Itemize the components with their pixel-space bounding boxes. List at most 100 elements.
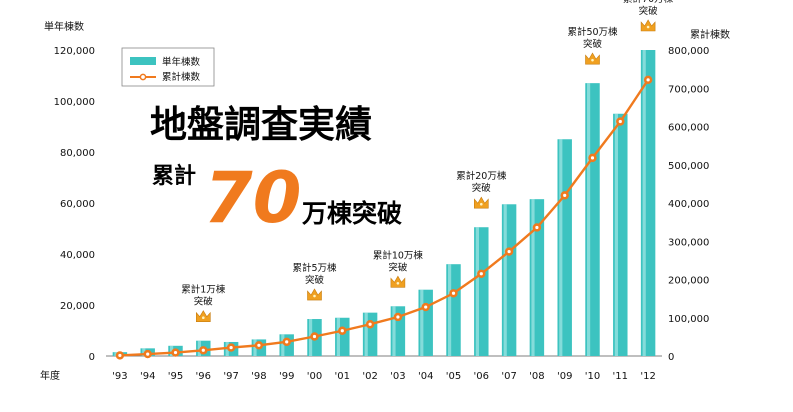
line-marker-center: [340, 329, 344, 333]
milestone-label: 突破: [639, 5, 659, 17]
y-right-tick-label: 500,000: [668, 161, 709, 172]
headline-number: 70: [204, 157, 301, 239]
milestone-label: 累計1万棟: [181, 284, 226, 296]
x-tick-label: '00: [307, 371, 322, 382]
bar-highlight: [448, 264, 452, 356]
bar-highlight: [197, 340, 201, 356]
line-marker-center: [618, 119, 622, 124]
crown-icon: [196, 310, 211, 322]
line-marker-center: [590, 156, 595, 160]
milestone-label: 累計20万棟: [456, 170, 507, 182]
milestone-label: 突破: [305, 274, 325, 286]
y-right-axis-title: 累計棟数: [690, 28, 730, 41]
line-marker-center: [507, 249, 511, 254]
x-tick-label: '11: [613, 371, 628, 382]
line-marker-center: [563, 193, 567, 197]
bar-highlight: [475, 227, 479, 356]
milestone-label: 累計50万棟: [567, 26, 618, 38]
headline: 地盤調査実績 累計 70 万棟突破: [150, 103, 402, 239]
crown-jewel: [591, 58, 594, 62]
y-right-tick-label: 400,000: [668, 199, 709, 210]
legend-line-marker: [139, 73, 147, 81]
y-left-tick-label: 100,000: [54, 97, 95, 108]
x-tick-label: '07: [501, 371, 516, 382]
bar-highlight: [392, 306, 396, 356]
x-tick-label: '09: [557, 371, 572, 382]
x-tick-label: '01: [335, 371, 350, 382]
x-tick-label: '12: [640, 371, 655, 382]
crown-jewel: [646, 25, 650, 29]
x-axis-title: 年度: [40, 369, 60, 382]
milestone-label: 突破: [194, 296, 214, 308]
bar-highlight: [420, 289, 424, 356]
line-marker-center: [451, 291, 456, 295]
x-tick-label: '95: [168, 371, 183, 382]
axes: 単年棟数累計棟数年度020,00040,00060,00080,000100,0…: [40, 20, 730, 382]
legend: 単年棟数 累計棟数: [121, 47, 215, 87]
bar-highlight: [531, 199, 535, 356]
y-left-tick-label: 80,000: [60, 148, 95, 159]
bar-highlight: [336, 317, 340, 356]
y-right-tick-label: 800,000: [668, 46, 709, 57]
x-tick-label: '03: [390, 371, 405, 382]
x-tick-label: '02: [362, 371, 377, 382]
headline-prefix: 累計: [152, 163, 196, 189]
line-marker-center: [146, 352, 150, 356]
crown-jewel: [480, 202, 483, 206]
line-marker-center: [396, 315, 400, 319]
bar-highlight: [253, 339, 257, 356]
x-tick-label: '05: [446, 371, 461, 382]
y-left-axis-title: 単年棟数: [44, 20, 84, 33]
line-marker-center: [229, 345, 233, 350]
y-left-tick-label: 120,000: [54, 46, 95, 57]
line-marker-center: [368, 322, 372, 326]
bar-highlight: [503, 204, 507, 356]
x-tick-label: '97: [223, 371, 238, 382]
y-right-tick-label: 200,000: [668, 276, 709, 287]
legend-bars-label: 単年棟数: [162, 56, 201, 68]
x-tick-label: '96: [196, 371, 211, 382]
y-right-tick-label: 100,000: [668, 314, 709, 325]
x-tick-label: '06: [474, 371, 489, 382]
y-left-tick-label: 20,000: [60, 301, 95, 312]
line-marker-center: [535, 225, 539, 230]
bar-highlight: [281, 334, 285, 356]
x-tick-label: '08: [529, 371, 544, 382]
legend-bar-swatch: [130, 57, 156, 65]
crown-icon: [390, 275, 406, 288]
milestone-label: 累計5万棟: [292, 262, 337, 274]
line-marker-center: [312, 334, 317, 339]
line-marker-center: [479, 272, 483, 276]
line-marker-center: [257, 343, 261, 347]
y-left-tick-label: 60,000: [60, 199, 95, 210]
x-tick-label: '10: [585, 371, 600, 382]
bar-highlight: [170, 345, 174, 356]
legend-box: [121, 47, 215, 87]
bar-highlight: [142, 348, 146, 356]
x-tick-label: '94: [140, 371, 155, 382]
milestone-label: 累計10万棟: [373, 249, 424, 261]
line-marker-center: [173, 350, 178, 355]
x-tick-label: '04: [418, 371, 433, 382]
y-left-tick-label: 0: [89, 352, 95, 363]
bar-highlight: [364, 312, 368, 356]
milestone-label: 突破: [472, 182, 492, 194]
crown-jewel: [396, 281, 400, 285]
headline-suffix: 万棟突破: [302, 199, 402, 228]
headline-title: 地盤調査実績: [150, 103, 372, 146]
crown-jewel: [202, 316, 205, 320]
milestone-label: 突破: [583, 38, 603, 50]
bar-highlight: [642, 50, 646, 356]
y-left-tick-label: 40,000: [60, 250, 95, 261]
line-marker-center: [118, 353, 122, 358]
crown-jewel: [313, 294, 316, 298]
y-right-tick-label: 0: [668, 352, 674, 363]
bar-highlight: [559, 139, 563, 356]
x-tick-label: '98: [251, 371, 266, 382]
line-marker-center: [285, 340, 289, 344]
line-marker-center: [424, 305, 428, 309]
y-right-tick-label: 300,000: [668, 237, 709, 248]
crown-icon: [585, 52, 600, 65]
